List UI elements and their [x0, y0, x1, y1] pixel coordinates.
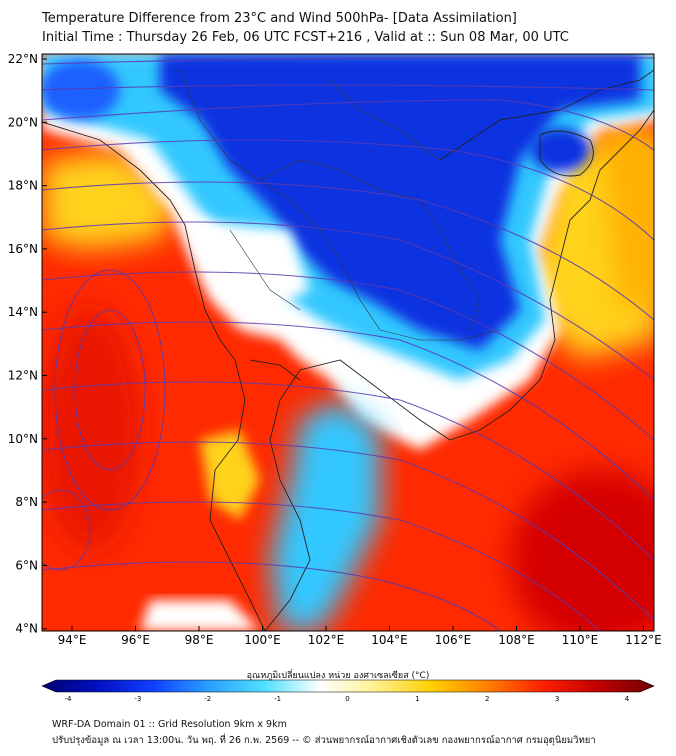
lon-label: 98°E	[185, 633, 214, 647]
lat-label: 6°N	[15, 558, 38, 572]
lon-label: 110°E	[562, 633, 599, 647]
map-subtitle: Initial Time : Thursday 26 Feb, 06 UTC F…	[42, 30, 569, 45]
lat-label: 22°N	[8, 52, 38, 66]
longitude-axis: 94°E 96°E 98°E 100°E 102°E 104°E 106°E 108°E 110…	[58, 626, 662, 647]
colorbar-tick-label: -4	[65, 695, 73, 703]
lon-label: 108°E	[498, 633, 535, 647]
latitude-axis: 22°N 20°N 18°N 16°N 14°N 12°N 10°N 8°N 6°N 4°N	[8, 52, 47, 636]
lon-label: 96°E	[121, 633, 150, 647]
lat-label: 14°N	[8, 305, 38, 319]
colorbar-tick-label: 4	[625, 695, 630, 703]
lat-label: 4°N	[15, 622, 38, 636]
lat-label: 8°N	[15, 495, 38, 509]
footer-model-info: WRF-DA Domain 01 :: Grid Resolution 9km …	[52, 719, 287, 730]
lat-label: 10°N	[8, 432, 38, 446]
colorbar-tick-label: 1	[415, 695, 419, 703]
lat-label: 12°N	[8, 369, 38, 383]
wind-streamlines	[42, 57, 654, 631]
colorbar-tick-label: 3	[555, 695, 559, 703]
temperature-field	[42, 54, 654, 631]
colorbar-label: อุณหภูมิเปลี่ยนแปลง หน่วย องศาเซลเซียส (…	[246, 671, 430, 681]
lon-label: 104°E	[371, 633, 408, 647]
colorbar-tick-label: -1	[274, 695, 281, 703]
colorbar-ticks: -4 -3 -2 -1 0 1 2 3 4	[65, 695, 630, 703]
colorbar-tick-label: 2	[485, 695, 489, 703]
lon-label: 106°E	[435, 633, 472, 647]
lon-label: 102°E	[308, 633, 345, 647]
map-title: Temperature Difference from 23°C and Win…	[42, 11, 517, 26]
lon-label: 100°E	[244, 633, 281, 647]
plot-frame	[41, 53, 655, 632]
lon-label: 112°E	[625, 633, 662, 647]
lat-label: 18°N	[8, 179, 38, 193]
lat-label: 20°N	[8, 115, 38, 129]
colorbar-tick-label: 0	[345, 695, 349, 703]
lat-label: 16°N	[8, 242, 38, 256]
footer-credit: ปรับปรุงข้อมูล ณ เวลา 13:00น. วัน พฤ. ที…	[52, 735, 596, 746]
colorbar-tick-label: -2	[204, 695, 211, 703]
colorbar	[41, 679, 655, 693]
lon-label: 94°E	[58, 633, 87, 647]
colorbar-tick-label: -3	[134, 695, 141, 703]
